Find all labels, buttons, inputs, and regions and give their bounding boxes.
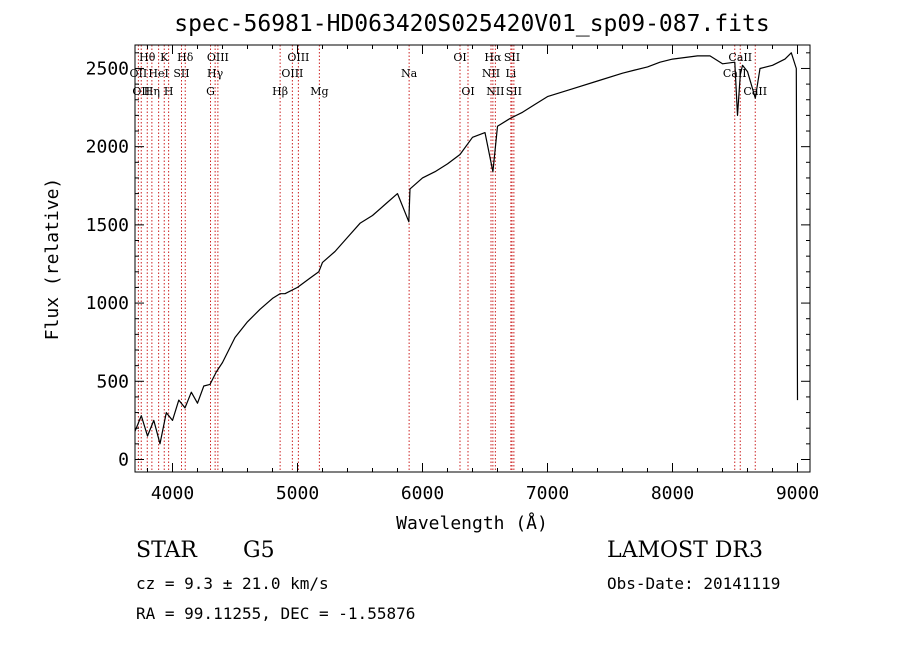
y-tick-label-1: 500 [96, 371, 129, 392]
line-markers [137, 45, 756, 472]
y-tick-label-5: 2500 [86, 58, 129, 79]
line-label-9: G [206, 85, 215, 98]
line-label-26: CaII [728, 51, 752, 64]
survey-name: LAMOST DR3 [607, 538, 763, 563]
x-tick-label-2: 6000 [401, 483, 444, 504]
line-label-1: OII [132, 85, 150, 98]
line-label-11: OIII [207, 51, 229, 64]
line-label-3: Hη [144, 85, 160, 98]
line-label-2: Hθ [139, 51, 156, 64]
line-label-15: Mg [310, 85, 328, 98]
x-tick-label-0: 4000 [151, 483, 194, 504]
object-subclass: G5 [243, 538, 275, 563]
line-label-13: OIII [281, 67, 303, 80]
line-marker-labels: OII OII Hθ Hη HeI K H SII Hδ G Hγ OIII Hβ OIII OIII Mg N… [130, 51, 768, 98]
coordinates: RA = 99.11255, DEC = -1.55876 [136, 604, 416, 623]
y-tick-label-2: 1000 [86, 293, 129, 314]
line-label-27: CaII [743, 85, 767, 98]
chart-title: spec-56981-HD063420S025420V01_sp09-087.f… [174, 11, 769, 37]
x-axis-label: Wavelength (Å) [396, 512, 548, 534]
object-class: STAR [136, 538, 197, 563]
line-label-12: Hβ [272, 85, 288, 98]
x-tick-label-3: 7000 [526, 483, 569, 504]
spectrum-series [134, 52, 799, 445]
y-tick-label-0: 0 [118, 449, 129, 470]
y-tick-label-4: 2000 [86, 137, 129, 158]
line-label-0: OII [130, 67, 148, 80]
line-label-22: Li [505, 67, 516, 80]
line-label-6: H [164, 85, 174, 98]
line-label-18: OI [461, 85, 474, 98]
x-tick-label-5: 9000 [776, 483, 819, 504]
line-label-21: NII [486, 85, 504, 98]
y-tick-label-3: 1500 [86, 215, 129, 236]
redshift-readout: cz = 9.3 ± 21.0 km/s [136, 574, 329, 593]
line-label-14: OIII [287, 51, 309, 64]
line-label-23: SII [504, 51, 520, 64]
line-label-4: HeI [148, 67, 168, 80]
line-label-17: OI [453, 51, 466, 64]
y-axis-ticks: 0 500 1000 1500 2000 2500 [86, 52, 810, 470]
x-tick-label-1: 5000 [276, 483, 319, 504]
y-axis-label: Flux (relative) [42, 178, 63, 341]
line-label-5: K [160, 51, 169, 64]
line-label-19: NII [482, 67, 500, 80]
x-tick-label-4: 8000 [651, 483, 694, 504]
line-label-20: Hα [484, 51, 502, 64]
line-label-10: Hγ [207, 67, 224, 80]
plot-frame [134, 44, 811, 473]
line-label-7: SII [173, 67, 189, 80]
line-label-24: SII [506, 85, 522, 98]
x-axis-ticks: 4000 5000 6000 7000 8000 9000 [147, 45, 819, 504]
line-label-16: Na [401, 67, 418, 80]
obs-date: Obs-Date: 20141119 [607, 574, 781, 593]
spectrum-line [134, 52, 799, 445]
line-label-8: Hδ [177, 51, 194, 64]
